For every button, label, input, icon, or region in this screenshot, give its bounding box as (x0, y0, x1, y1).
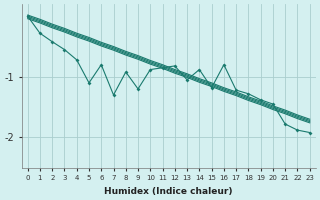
X-axis label: Humidex (Indice chaleur): Humidex (Indice chaleur) (104, 187, 233, 196)
